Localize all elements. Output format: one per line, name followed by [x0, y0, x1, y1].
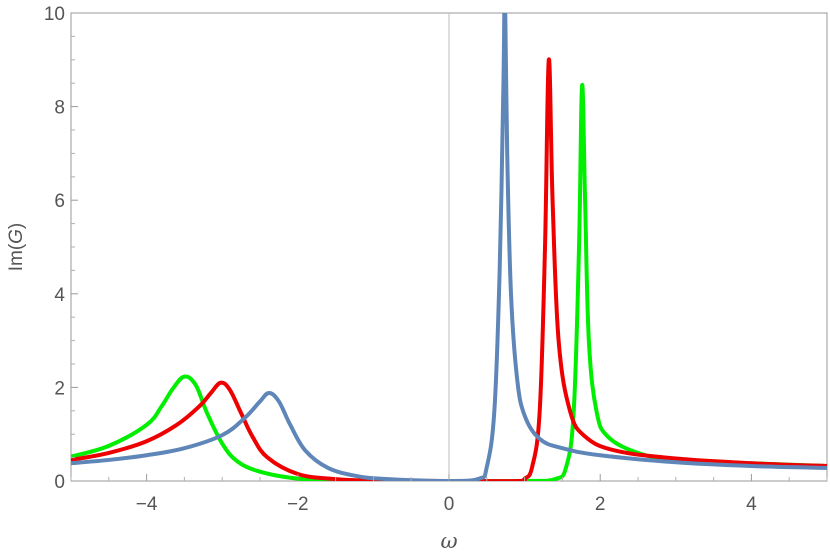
x-ticks: −4 −2 0 2 4 — [70, 474, 828, 515]
y-tick-label: 4 — [54, 285, 65, 306]
x-tick-label: −2 — [287, 494, 309, 515]
x-tick-label: 4 — [746, 494, 757, 515]
y-tick-label: 6 — [54, 191, 65, 212]
y-ticks: 0 2 4 6 8 10 — [44, 4, 78, 493]
series-line-3 — [71, 13, 827, 481]
y-axis-label-var: G — [6, 229, 27, 244]
x-axis-label: ω — [440, 529, 457, 553]
y-tick-label: 8 — [54, 98, 65, 119]
x-tick-label: 2 — [595, 494, 606, 515]
y-axis-label: Im(G) — [6, 223, 27, 272]
x-tick-label: −4 — [136, 494, 158, 515]
y-tick-label: 0 — [54, 472, 65, 493]
plot-area: −4 −2 0 2 4 0 2 4 6 8 10 — [44, 4, 828, 515]
y-tick-label: 2 — [54, 378, 65, 399]
x-tick-label: 0 — [444, 494, 455, 515]
series-group — [71, 13, 827, 481]
y-axis-label-suffix: ) — [6, 223, 27, 229]
series-line-1 — [71, 83, 827, 481]
series-line-2 — [71, 57, 827, 481]
y-axis-label-prefix: Im( — [6, 243, 27, 271]
y-tick-label: 10 — [44, 4, 65, 25]
